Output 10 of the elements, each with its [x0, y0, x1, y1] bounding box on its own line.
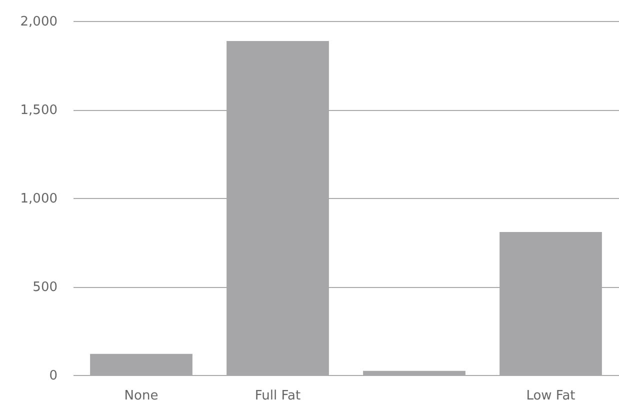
- x-tick-label: Low Fat: [526, 388, 576, 404]
- y-tick-label: 1,500: [20, 103, 58, 118]
- x-tick-label: None: [124, 388, 158, 404]
- x-tick-label: Full Fat: [254, 388, 301, 404]
- bar: [363, 370, 466, 375]
- bar: [90, 354, 192, 375]
- y-tick-label: 1,000: [20, 192, 58, 206]
- y-tick-label: 500: [32, 280, 58, 295]
- y-tick-label: 0: [49, 368, 58, 384]
- y-tick-label: 2,000: [20, 14, 58, 30]
